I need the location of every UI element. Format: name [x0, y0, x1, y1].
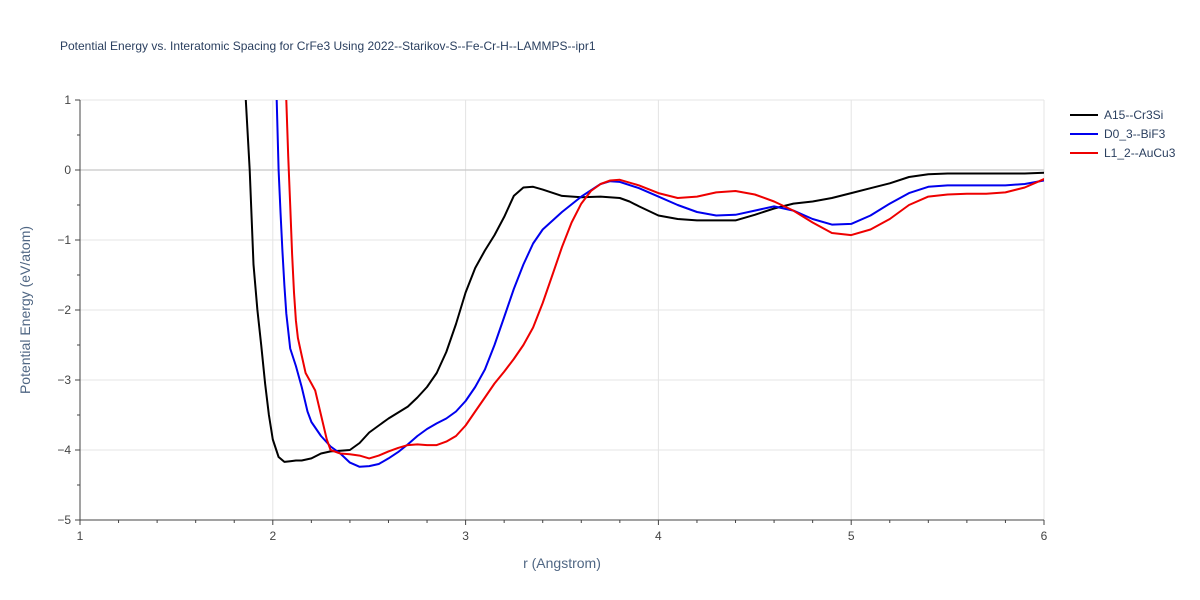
gridlines: [80, 99, 1045, 520]
legend-label: D0_3--BiF3: [1104, 127, 1166, 141]
x-axis-title: r (Angstrom): [523, 555, 601, 571]
series-line-a15-cr3si[interactable]: [244, 100, 1044, 463]
y-tick-label: −2: [57, 303, 71, 317]
y-tick-label: −3: [57, 373, 71, 387]
x-tick-label: 2: [269, 529, 276, 543]
y-axis-title: Potential Energy (eV/atom): [17, 226, 33, 394]
y-tick-label: 0: [64, 163, 71, 177]
chart-title: Potential Energy vs. Interatomic Spacing…: [60, 39, 596, 53]
x-tick-label: 3: [462, 529, 469, 543]
x-tick-label: 6: [1041, 529, 1048, 543]
legend-label: L1_2--AuCu3: [1104, 146, 1176, 160]
y-tick-label: −4: [57, 443, 71, 457]
legend-item[interactable]: D0_3--BiF3: [1070, 127, 1166, 141]
y-tick-label: −1: [57, 233, 71, 247]
x-tick-label: 4: [655, 529, 662, 543]
tick-labels: 1 2 3 4 5 6 −5 −4 −3 −2 −1 0 1: [57, 93, 1047, 543]
legend[interactable]: A15--Cr3Si D0_3--BiF3 L1_2--AuCu3: [1070, 108, 1176, 160]
axes: [75, 99, 1045, 525]
legend-label: A15--Cr3Si: [1104, 108, 1163, 122]
legend-item[interactable]: A15--Cr3Si: [1070, 108, 1163, 122]
x-tick-label: 5: [848, 529, 855, 543]
y-tick-label: −5: [57, 513, 71, 527]
x-tick-label: 1: [77, 529, 84, 543]
y-tick-label: 1: [64, 93, 71, 107]
legend-item[interactable]: L1_2--AuCu3: [1070, 146, 1176, 160]
series-line-d0-3-bif3[interactable]: [275, 100, 1044, 468]
series-line-l1-2-aucu3[interactable]: [285, 100, 1044, 460]
series-lines: [244, 100, 1044, 468]
